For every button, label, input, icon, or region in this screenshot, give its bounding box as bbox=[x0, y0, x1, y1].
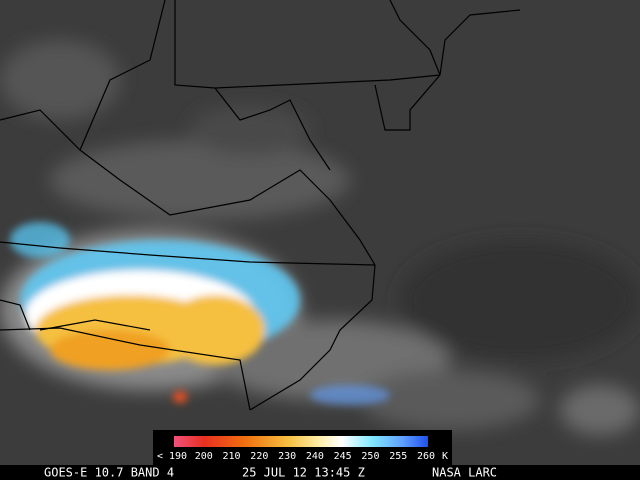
colorbar-label: < 190 bbox=[157, 451, 187, 462]
colorbar bbox=[174, 436, 428, 447]
colorbar-unit: K bbox=[442, 451, 448, 462]
footer-satellite: GOES-E 10.7 BAND 4 bbox=[44, 466, 174, 480]
colorbar-label: 255 bbox=[389, 451, 407, 462]
colorbar-label: 245 bbox=[334, 451, 352, 462]
colorbar-label: 250 bbox=[361, 451, 379, 462]
colorbar-label: 260 bbox=[417, 451, 435, 462]
colorbar-label: 210 bbox=[223, 451, 241, 462]
colorbar-label: 240 bbox=[306, 451, 324, 462]
footer-source: NASA LARC bbox=[432, 466, 497, 480]
colorbar-panel bbox=[153, 430, 452, 465]
footer-datetime: 25 JUL 12 13:45 Z bbox=[242, 466, 365, 480]
colorbar-label: 200 bbox=[195, 451, 213, 462]
colorbar-label: 220 bbox=[250, 451, 268, 462]
state-borders bbox=[0, 0, 521, 411]
footer-bar bbox=[0, 465, 640, 480]
cold-cloud-tops bbox=[10, 222, 390, 405]
colorbar-label: 230 bbox=[278, 451, 296, 462]
